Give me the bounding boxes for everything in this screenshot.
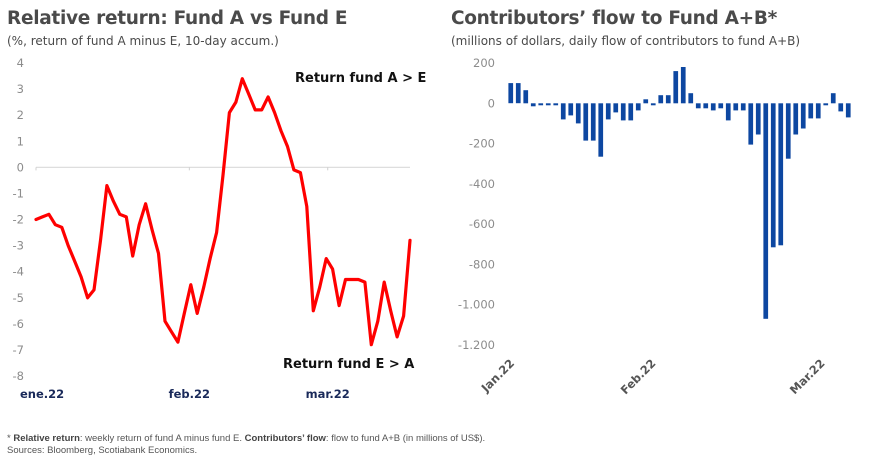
relative-return-line [34,77,412,347]
y-tick-label: -400 [469,177,495,191]
y-tick-label: -3 [13,239,24,253]
x-tick-label: Mar.22 [787,356,828,397]
flow-bar [553,103,559,106]
flow-bar [508,83,514,104]
flow-bar [680,67,686,104]
y-tick-label: -1 [13,186,24,200]
flow-bar [838,103,844,112]
flow-bar [575,103,581,124]
x-tick-label: mar.22 [306,387,350,401]
flow-bar [695,103,701,109]
flow-bar [823,103,829,106]
flow-bar [545,103,551,106]
flow-bar [733,103,739,111]
flow-bar [815,103,821,119]
flow-bar [605,103,611,120]
y-tick-label: -5 [13,291,24,305]
x-tick-label: Feb.22 [618,356,659,397]
line-chart-subtitle: (%, return of fund A minus E, 10-day acc… [7,34,279,48]
y-tick-label: -7 [13,343,24,357]
flow-bar [658,95,664,104]
flow-bar [793,103,799,135]
flow-bar [740,103,746,111]
flow-bar [673,71,679,104]
flow-bar [583,103,589,141]
footnote-bold-contributors-flow: Contributors’ flow [244,433,326,444]
y-tick-label: -800 [469,257,495,271]
footnote-bold-relative-return: Relative return [13,433,80,444]
flow-bar [703,103,709,109]
flow-bar [560,103,566,120]
bar-chart-title: Contributors’ flow to Fund A+B* [451,8,777,29]
flow-bar [800,103,806,129]
annotation-e-greater-a: Return fund E > A [283,357,414,372]
flow-bar [643,99,649,104]
flow-bar [530,103,536,107]
y-tick-label: 0 [17,160,24,174]
flow-bar [830,93,836,104]
y-tick-label: 2 [17,108,24,122]
bar-chart: 200 0 -200 -400 -600 -800 -1.000 -1.200 Jan.22 Fe… [458,56,851,397]
y-tick-label: 0 [488,96,495,110]
flow-bar [628,103,634,121]
x-tick-label: ene.22 [20,387,64,401]
y-tick-label: 200 [473,56,495,70]
flow-bar [748,103,754,145]
flow-bar [845,103,851,118]
flow-bar [650,103,656,106]
flow-bar [763,103,769,319]
y-tick-label: -200 [469,137,495,151]
flow-bar [620,103,626,121]
flow-bar [538,103,544,106]
y-tick-label: -1.000 [458,298,495,312]
footnote-sources: Sources: Bloomberg, Scotiabank Economics… [7,445,198,456]
flow-bar [590,103,596,141]
line-chart-title: Relative return: Fund A vs Fund E [7,8,348,29]
line-chart: 4 3 2 1 0 -1 -2 -3 -4 -5 -6 -7 -8 ene.22 feb.22 mar.22 R… [13,56,427,401]
footnote-text-relative-return: : weekly return of fund A minus fund E. [79,433,245,444]
annotation-a-greater-e: Return fund A > E [295,71,426,86]
flow-bar [718,103,724,109]
y-tick-label: -600 [469,217,495,231]
y-tick-label: 1 [17,134,24,148]
x-tick-label: feb.22 [169,387,210,401]
flow-bar [665,95,671,104]
bar-chart-subtitle: (millions of dollars, daily flow of cont… [451,34,801,48]
flow-bar [568,103,574,116]
footnote-prefix: * [7,433,14,444]
flow-bar [778,103,784,246]
flow-bar [770,103,776,248]
x-tick-label: Jan.22 [478,356,517,395]
footnote-definitions: * Relative return: weekly return of fund… [7,433,485,444]
flow-bar [755,103,761,135]
flow-bar [523,90,529,104]
y-tick-label: 4 [17,56,24,70]
flow-bar [635,103,641,111]
y-tick-label: -1.200 [458,338,495,352]
flow-bar [710,103,716,111]
y-tick-label: -8 [13,369,24,383]
y-tick-label: -2 [13,213,24,227]
y-tick-label: -4 [13,265,24,279]
flow-bar [598,103,604,157]
flow-bar [688,93,694,104]
flow-bar [613,103,619,113]
flow-bar [785,103,791,159]
flow-bar [808,103,814,119]
y-tick-label: -6 [13,317,24,331]
flow-bar [515,83,521,104]
flow-bar [725,103,731,121]
y-tick-label: 3 [17,82,24,96]
footnote-text-contributors-flow: : flow to fund A+B (in millions of US$). [325,433,486,444]
